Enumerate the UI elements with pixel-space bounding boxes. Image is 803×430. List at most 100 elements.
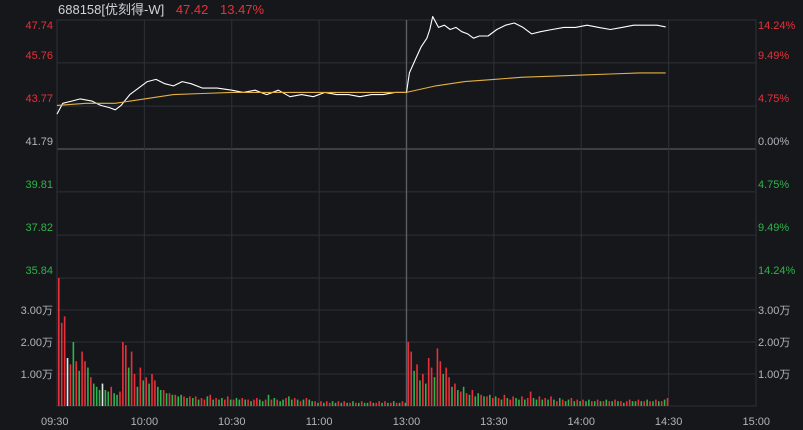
- volume-bar: [238, 399, 241, 406]
- volume-bar: [229, 399, 232, 406]
- volume-bar: [212, 399, 214, 406]
- volume-bar: [139, 367, 142, 406]
- volume-bar: [122, 342, 124, 406]
- volume-bar: [253, 399, 255, 406]
- volume-bar: [553, 399, 555, 406]
- volume-bar: [637, 399, 640, 406]
- time-tick-label: 14:00: [567, 416, 595, 428]
- volume-bar: [180, 394, 182, 406]
- volume-bar: [302, 399, 305, 406]
- volume-bar: [588, 399, 590, 406]
- volume-bar: [98, 390, 101, 406]
- volume-bar: [296, 399, 299, 406]
- price-tick-label: 41.79: [25, 136, 53, 148]
- volume-bar: [343, 401, 346, 406]
- volume-bar: [556, 401, 558, 406]
- volume-bar: [471, 390, 474, 406]
- pct-tick-label: 14.24%: [758, 265, 796, 277]
- volume-bar: [573, 401, 576, 406]
- volume-bar: [535, 399, 538, 406]
- volume-bar: [264, 399, 267, 406]
- volume-bar: [611, 401, 613, 406]
- stock-price: 47.42: [175, 2, 209, 17]
- volume-bar: [311, 401, 313, 406]
- volume-bar: [515, 398, 517, 406]
- volume-bar: [433, 377, 436, 406]
- volume-bar: [168, 393, 171, 406]
- volume-bar: [87, 367, 89, 406]
- volume-bar: [442, 374, 445, 406]
- volume-bar: [459, 391, 462, 406]
- volume-bar: [119, 391, 121, 406]
- volume-bar: [352, 401, 354, 406]
- volume-bar: [436, 348, 439, 406]
- volume-bar: [378, 401, 380, 406]
- volume-bar: [218, 399, 220, 406]
- volume-bar: [532, 398, 535, 406]
- volume-bar: [325, 401, 328, 406]
- volume-bar: [107, 391, 110, 406]
- pct-tick-label: 0.00%: [758, 136, 789, 148]
- price-tick-label: 47.74: [25, 20, 53, 32]
- volume-bar: [416, 364, 418, 406]
- volume-bar: [541, 399, 544, 406]
- volume-bar: [357, 402, 360, 406]
- volume-bar: [454, 383, 456, 406]
- volume-bar: [369, 401, 372, 406]
- pct-tick-label: 9.49%: [758, 50, 789, 62]
- volume-bar: [422, 374, 424, 406]
- price-tick-label: 45.76: [25, 50, 53, 62]
- volume-bar: [113, 393, 115, 406]
- volume-bar: [558, 398, 561, 406]
- volume-bar: [387, 402, 389, 406]
- volume-bar: [197, 399, 200, 406]
- volume-bar: [410, 351, 413, 406]
- volume-bar: [148, 383, 150, 406]
- volume-bar: [494, 396, 497, 406]
- volume-bar: [60, 322, 63, 406]
- volume-bar: [491, 398, 494, 406]
- volume-bar: [299, 401, 302, 406]
- volume-bar: [550, 396, 552, 406]
- volume-bar: [206, 396, 209, 406]
- volume-bar: [331, 401, 334, 406]
- volume-bar: [69, 364, 72, 406]
- price-line: [56, 15, 666, 115]
- volume-bar: [203, 399, 206, 406]
- volume-bar: [194, 396, 197, 406]
- volume-bar: [451, 386, 453, 406]
- volume-bar: [625, 401, 628, 406]
- volume-bar: [564, 401, 567, 406]
- volume-bar: [390, 402, 392, 406]
- time-tick-label: 13:30: [480, 416, 508, 428]
- volume-bar: [256, 398, 258, 406]
- volume-bar: [244, 399, 246, 406]
- volume-bar: [314, 401, 316, 406]
- volume-bar: [596, 399, 599, 406]
- volume-bar: [509, 399, 512, 406]
- volume-bar: [101, 383, 104, 406]
- volume-tick-label-right: 2.00万: [758, 337, 790, 349]
- time-tick-label: 14:30: [655, 416, 683, 428]
- volume-bar: [445, 367, 447, 406]
- volume-bar: [419, 380, 421, 406]
- volume-bar: [360, 401, 363, 406]
- volume-bar: [215, 398, 217, 406]
- volume-bar: [489, 394, 491, 406]
- volume-bar: [599, 401, 602, 406]
- volume-bar: [413, 370, 415, 406]
- volume-tick-label-right: 1.00万: [758, 369, 790, 381]
- volume-bar: [191, 398, 194, 406]
- volume-bar: [273, 398, 276, 406]
- volume-bar: [136, 386, 139, 406]
- volume-bar: [439, 361, 442, 406]
- volume-bar: [512, 396, 514, 406]
- volume-bar: [500, 399, 503, 406]
- price-tick-label: 37.82: [25, 222, 53, 234]
- volume-bar: [232, 399, 235, 406]
- volume-bar: [526, 398, 529, 406]
- time-tick-label: 10:00: [131, 416, 159, 428]
- volume-bar: [474, 396, 477, 406]
- stock-name: 688158[优刻得-W]: [58, 2, 165, 17]
